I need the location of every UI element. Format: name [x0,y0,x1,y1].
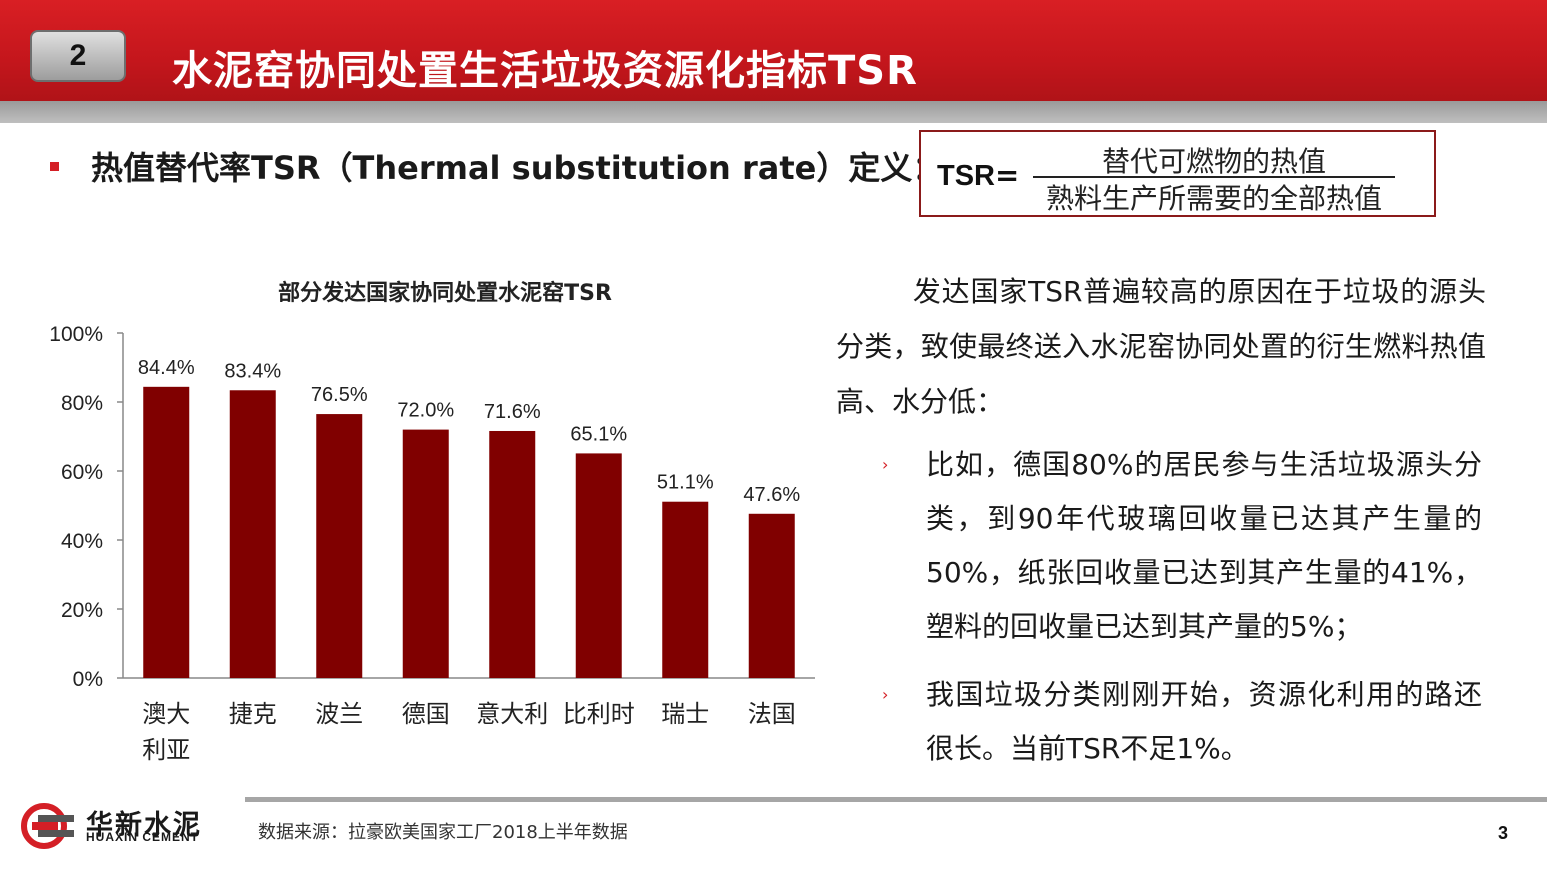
data-label: 72.0% [397,400,454,422]
bar [143,386,190,678]
y-tick-label: 80% [61,392,103,415]
huaxin-logo-icon [21,803,74,849]
category-label: 意大利 [476,701,548,728]
data-label: 65.1% [570,423,627,445]
category-label: 比利时 [563,701,635,728]
bar [662,501,709,678]
category-label: 波兰 [315,701,363,728]
chart-title: 部分发达国家协同处置水泥窑TSR [278,281,612,306]
arrow-bullet-icon: › [882,685,889,704]
data-label: 47.6% [743,484,800,506]
logo-text-en: HUAXIN CEMENT [86,830,200,844]
formula-numerator: 替代可燃物的热值 [1101,145,1326,178]
bar [402,429,449,678]
definition-row: 热值替代率TSR（Thermal substitution rate）定义： [50,146,945,187]
header-divider [0,101,1547,123]
formula-denominator: 熟料生产所需要的全部热值 [1045,182,1382,215]
data-label: 76.5% [311,384,368,406]
explanation-intro: 发达国家TSR普遍较高的原因在于垃圾的源头分类，致使最终送入水泥窑协同处置的衍生… [836,275,1486,418]
page-number: 3 [1498,823,1509,843]
bullet-text: 比如，德国80%的居民参与生活垃圾源头分类，到90年代玻璃回收量已达其产生量的5… [926,448,1482,643]
bullet-item: › 比如，德国80%的居民参与生活垃圾源头分类，到90年代玻璃回收量已达其产生量… [882,438,1482,654]
bar [575,453,622,678]
data-label: 84.4% [138,357,195,379]
square-bullet-icon [50,161,59,171]
y-tick-label: 40% [61,530,103,553]
slide-badge: 2 [30,30,126,82]
bar [748,513,795,678]
formula-equals: = [995,158,1020,192]
definition-text: 热值替代率TSR（Thermal substitution rate）定义： [91,149,945,187]
category-label: 法国 [748,701,796,728]
page-title: 水泥窑协同处置生活垃圾资源化指标TSR [172,48,918,94]
category-label: 利亚 [142,737,190,764]
formula-tsr: TSR [937,160,995,192]
fraction-line [1033,176,1395,178]
category-label: 瑞士 [661,701,709,728]
formula-lhs: TSR= [937,158,1019,193]
y-tick-label: 60% [61,461,103,484]
category-label: 捷克 [229,701,277,728]
explanation-paragraph: 发达国家TSR普遍较高的原因在于垃圾的源头分类，致使最终送入水泥窑协同处置的衍生… [836,264,1486,429]
bar [489,430,536,678]
category-label: 德国 [402,701,450,728]
data-label: 51.1% [657,472,714,494]
y-tick-label: 20% [61,599,103,622]
bar [229,390,276,678]
y-tick-label: 0% [73,668,103,691]
formula-box: TSR= 替代可燃物的热值 熟料生产所需要的全部热值 [919,130,1436,217]
header-bar [0,0,1547,101]
footer-divider [245,797,1547,802]
logo-text-cn: 华新水泥 [86,810,202,841]
y-tick-label: 100% [49,323,103,346]
category-label: 澳大 [142,701,190,728]
arrow-bullet-icon: › [882,455,889,474]
source-note: 数据来源：拉豪欧美国家工厂2018上半年数据 [258,822,628,843]
data-label: 71.6% [484,401,541,423]
bullet-text: 我国垃圾分类刚刚开始，资源化利用的路还很长。当前TSR不足1%。 [926,678,1482,765]
bar [316,414,363,678]
bullet-item: › 我国垃圾分类刚刚开始，资源化利用的路还很长。当前TSR不足1%。 [882,668,1482,776]
data-label: 83.4% [224,360,281,382]
